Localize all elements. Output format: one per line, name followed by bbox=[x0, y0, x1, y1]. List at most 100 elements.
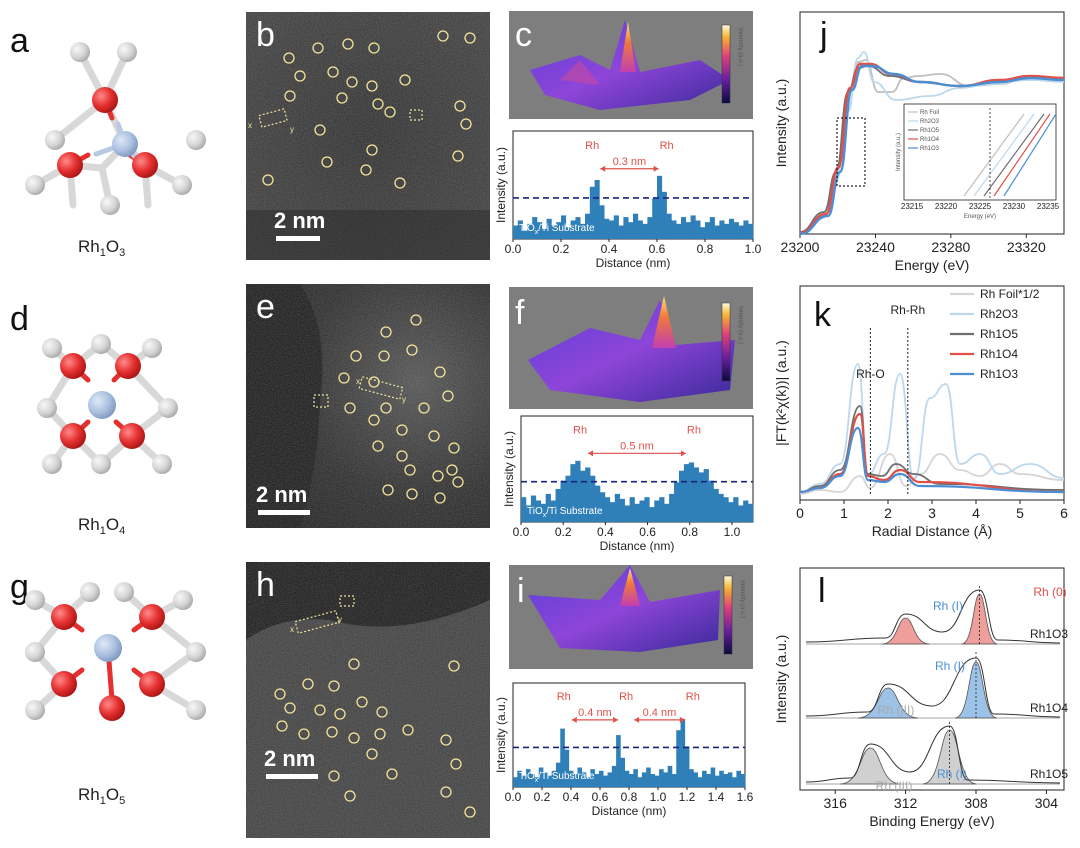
profile-bar bbox=[599, 205, 605, 239]
profile-bar bbox=[599, 492, 606, 522]
atom-marker bbox=[334, 708, 346, 720]
profile-bar bbox=[594, 774, 600, 787]
line-profile-box-h bbox=[294, 595, 355, 634]
x-tick-label: 0.8 bbox=[621, 790, 638, 804]
profile-bar bbox=[629, 774, 634, 787]
profile-bar bbox=[666, 213, 672, 239]
exafs-series-line bbox=[799, 363, 1065, 493]
atom-marker bbox=[437, 30, 449, 42]
profile-bar bbox=[581, 772, 587, 787]
x-tick-label: 4 bbox=[972, 505, 980, 521]
atom-marker bbox=[442, 390, 454, 402]
inset-legend-label: Rh1O5 bbox=[920, 128, 940, 134]
atom-marker bbox=[321, 156, 333, 168]
panel-letter-k: k bbox=[814, 296, 832, 334]
profile-bar bbox=[534, 777, 540, 787]
profile-bar bbox=[683, 464, 690, 522]
profile-bar bbox=[664, 503, 670, 522]
xps-peak-label: Rh (I) bbox=[933, 599, 963, 613]
profile-bar bbox=[590, 475, 596, 522]
profile-bar bbox=[690, 215, 696, 239]
exafs-series-line bbox=[799, 405, 1065, 493]
profile-bar bbox=[702, 770, 707, 787]
plot-frame bbox=[799, 285, 1065, 501]
x-tick-label: 6 bbox=[1060, 505, 1068, 521]
x-tick-label: 2 bbox=[884, 505, 892, 521]
y-axis-title: Intensity (a.u.) bbox=[494, 147, 508, 223]
spacing-label: 0.4 nm bbox=[578, 707, 612, 719]
atom-marker bbox=[450, 758, 462, 770]
profile-bar bbox=[611, 765, 617, 787]
inset-x-tick-label: 23235 bbox=[1037, 202, 1060, 211]
x-tick-label: 304 bbox=[1035, 795, 1059, 811]
x-tick-label: 0.2 bbox=[553, 242, 570, 256]
peak-label: Rh bbox=[619, 691, 633, 703]
profile-bar bbox=[633, 213, 639, 239]
profile-bar bbox=[647, 217, 653, 239]
x-tick-label: 0.4 bbox=[563, 790, 580, 804]
atom-marker bbox=[434, 366, 446, 378]
profile-bar bbox=[547, 775, 552, 787]
profile-bar bbox=[697, 777, 703, 787]
x-tick-label: 3 bbox=[928, 505, 936, 521]
profile-bar bbox=[628, 222, 634, 239]
annotation-label: Rh-Rh bbox=[890, 303, 925, 317]
inset-x-tick-label: 23225 bbox=[969, 202, 992, 211]
inset-series-line bbox=[973, 113, 1035, 197]
profile-bar bbox=[685, 222, 691, 239]
atom-marker bbox=[368, 42, 380, 54]
profile-bar bbox=[663, 772, 668, 787]
profile-bar bbox=[642, 223, 648, 239]
y-axis-title: Intensity (a.u.) bbox=[773, 635, 789, 724]
profile-bar bbox=[695, 220, 701, 239]
substrate-label: TiOx/Ti Substrate bbox=[527, 506, 603, 519]
y-axis-title: Intensity (a.u.) bbox=[773, 79, 789, 168]
profile-bar bbox=[517, 220, 523, 239]
profile-bar bbox=[732, 777, 737, 787]
xps-peak-label: Rh (0) bbox=[1033, 585, 1066, 599]
profile-bar bbox=[637, 777, 643, 787]
profile-bar bbox=[641, 772, 647, 787]
atom-marker bbox=[372, 98, 384, 110]
peak-label: Rh bbox=[687, 424, 701, 436]
x-tick-label: 0.6 bbox=[592, 790, 609, 804]
atom-marker bbox=[448, 660, 460, 672]
xps-envelope bbox=[805, 657, 1061, 718]
inset-series-line bbox=[993, 113, 1051, 197]
profile-y-b: y bbox=[290, 125, 294, 134]
atom-marker bbox=[314, 124, 326, 136]
x-axis-title: Binding Energy (eV) bbox=[869, 813, 994, 829]
profile-bar bbox=[543, 772, 548, 787]
panel-letter-j: j bbox=[819, 16, 828, 54]
atom-marker bbox=[394, 177, 406, 189]
atom-marker bbox=[276, 720, 288, 732]
stem-image-h bbox=[246, 562, 490, 838]
atom-marker bbox=[446, 464, 458, 476]
atom-marker bbox=[399, 74, 411, 86]
x-axis-title: Distance (nm) bbox=[592, 804, 667, 818]
y-axis-title: Intensity (a.u.) bbox=[494, 697, 508, 773]
profile-bar bbox=[689, 769, 694, 787]
profile-bar bbox=[714, 225, 720, 239]
profile-bar bbox=[614, 493, 621, 522]
profile-bar bbox=[743, 500, 749, 522]
atom-marker bbox=[380, 326, 392, 338]
profile-bar bbox=[613, 215, 619, 239]
x-tick-label: 1.4 bbox=[708, 790, 725, 804]
profile-bar bbox=[565, 227, 571, 239]
atom-marker bbox=[366, 80, 378, 92]
xps-sample-label: Rh1O5 bbox=[1030, 767, 1068, 781]
arrow-head bbox=[571, 716, 619, 723]
xps-envelope bbox=[805, 589, 1061, 644]
profile-bar bbox=[546, 218, 552, 239]
x-tick-label: 0.6 bbox=[639, 525, 656, 539]
peak-label: Rh bbox=[686, 691, 700, 703]
atom-marker bbox=[350, 350, 362, 362]
profile-bar bbox=[703, 469, 709, 522]
substrate-label: TiOx/Ti Substrate bbox=[519, 771, 595, 784]
profile-bar bbox=[700, 227, 706, 239]
profile-chart-c: 0.0 0.2 0.4 0.6 0.8 1.0 Distance (nm) Intensity… bbox=[494, 130, 762, 270]
profile-bar bbox=[595, 485, 601, 522]
xanes-chart: 23200 23240 23280 23320 Energy (eV) Intensity… bbox=[773, 11, 1065, 273]
atom-marker bbox=[452, 476, 464, 488]
